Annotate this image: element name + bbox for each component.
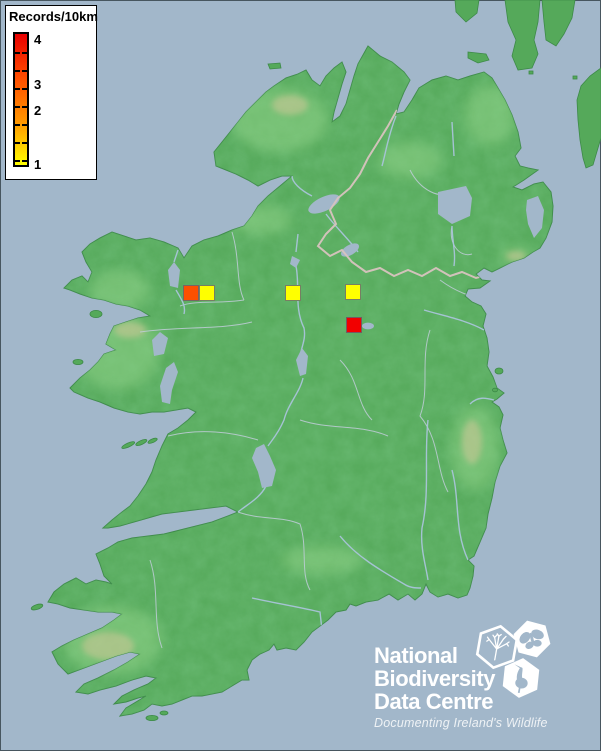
record-square[interactable] xyxy=(183,285,199,301)
butterfly-hexagon-icon xyxy=(513,620,551,658)
legend-color-bar xyxy=(13,32,29,167)
bird-hexagon-icon xyxy=(502,658,540,698)
record-square[interactable] xyxy=(199,285,215,301)
scotland-jura xyxy=(541,0,576,47)
record-square[interactable] xyxy=(346,317,362,333)
legend-tick-label: 3 xyxy=(34,77,42,92)
logo-line-2: Biodiversity xyxy=(374,666,496,691)
nbdc-logo-hexagons xyxy=(475,620,551,698)
record-square[interactable] xyxy=(345,284,361,300)
ni-border xyxy=(316,109,491,280)
record-square[interactable] xyxy=(285,285,301,301)
scotland-islay-rinns xyxy=(454,0,480,23)
lakes xyxy=(152,186,544,488)
scotland-islay xyxy=(504,0,541,71)
rivers xyxy=(173,115,495,631)
legend-tick-label: 2 xyxy=(34,103,42,118)
legend-tick-label: 4 xyxy=(34,32,42,47)
logo-line-3: Data Centre xyxy=(374,689,494,714)
legend-title: Records/10km xyxy=(9,9,98,24)
islands xyxy=(30,0,601,722)
scotland-kintyre xyxy=(576,67,601,169)
logo-tagline: Documenting Ireland's Wildlife xyxy=(374,716,548,730)
rathlin-island xyxy=(467,51,490,64)
legend-tick-label: 1 xyxy=(34,157,42,172)
map-legend: Records/10km 4 3 2 1 xyxy=(5,5,98,180)
nbdc-logo: National Biodiversity Data Centre Docume… xyxy=(374,644,548,730)
logo-line-1: National xyxy=(374,643,458,668)
